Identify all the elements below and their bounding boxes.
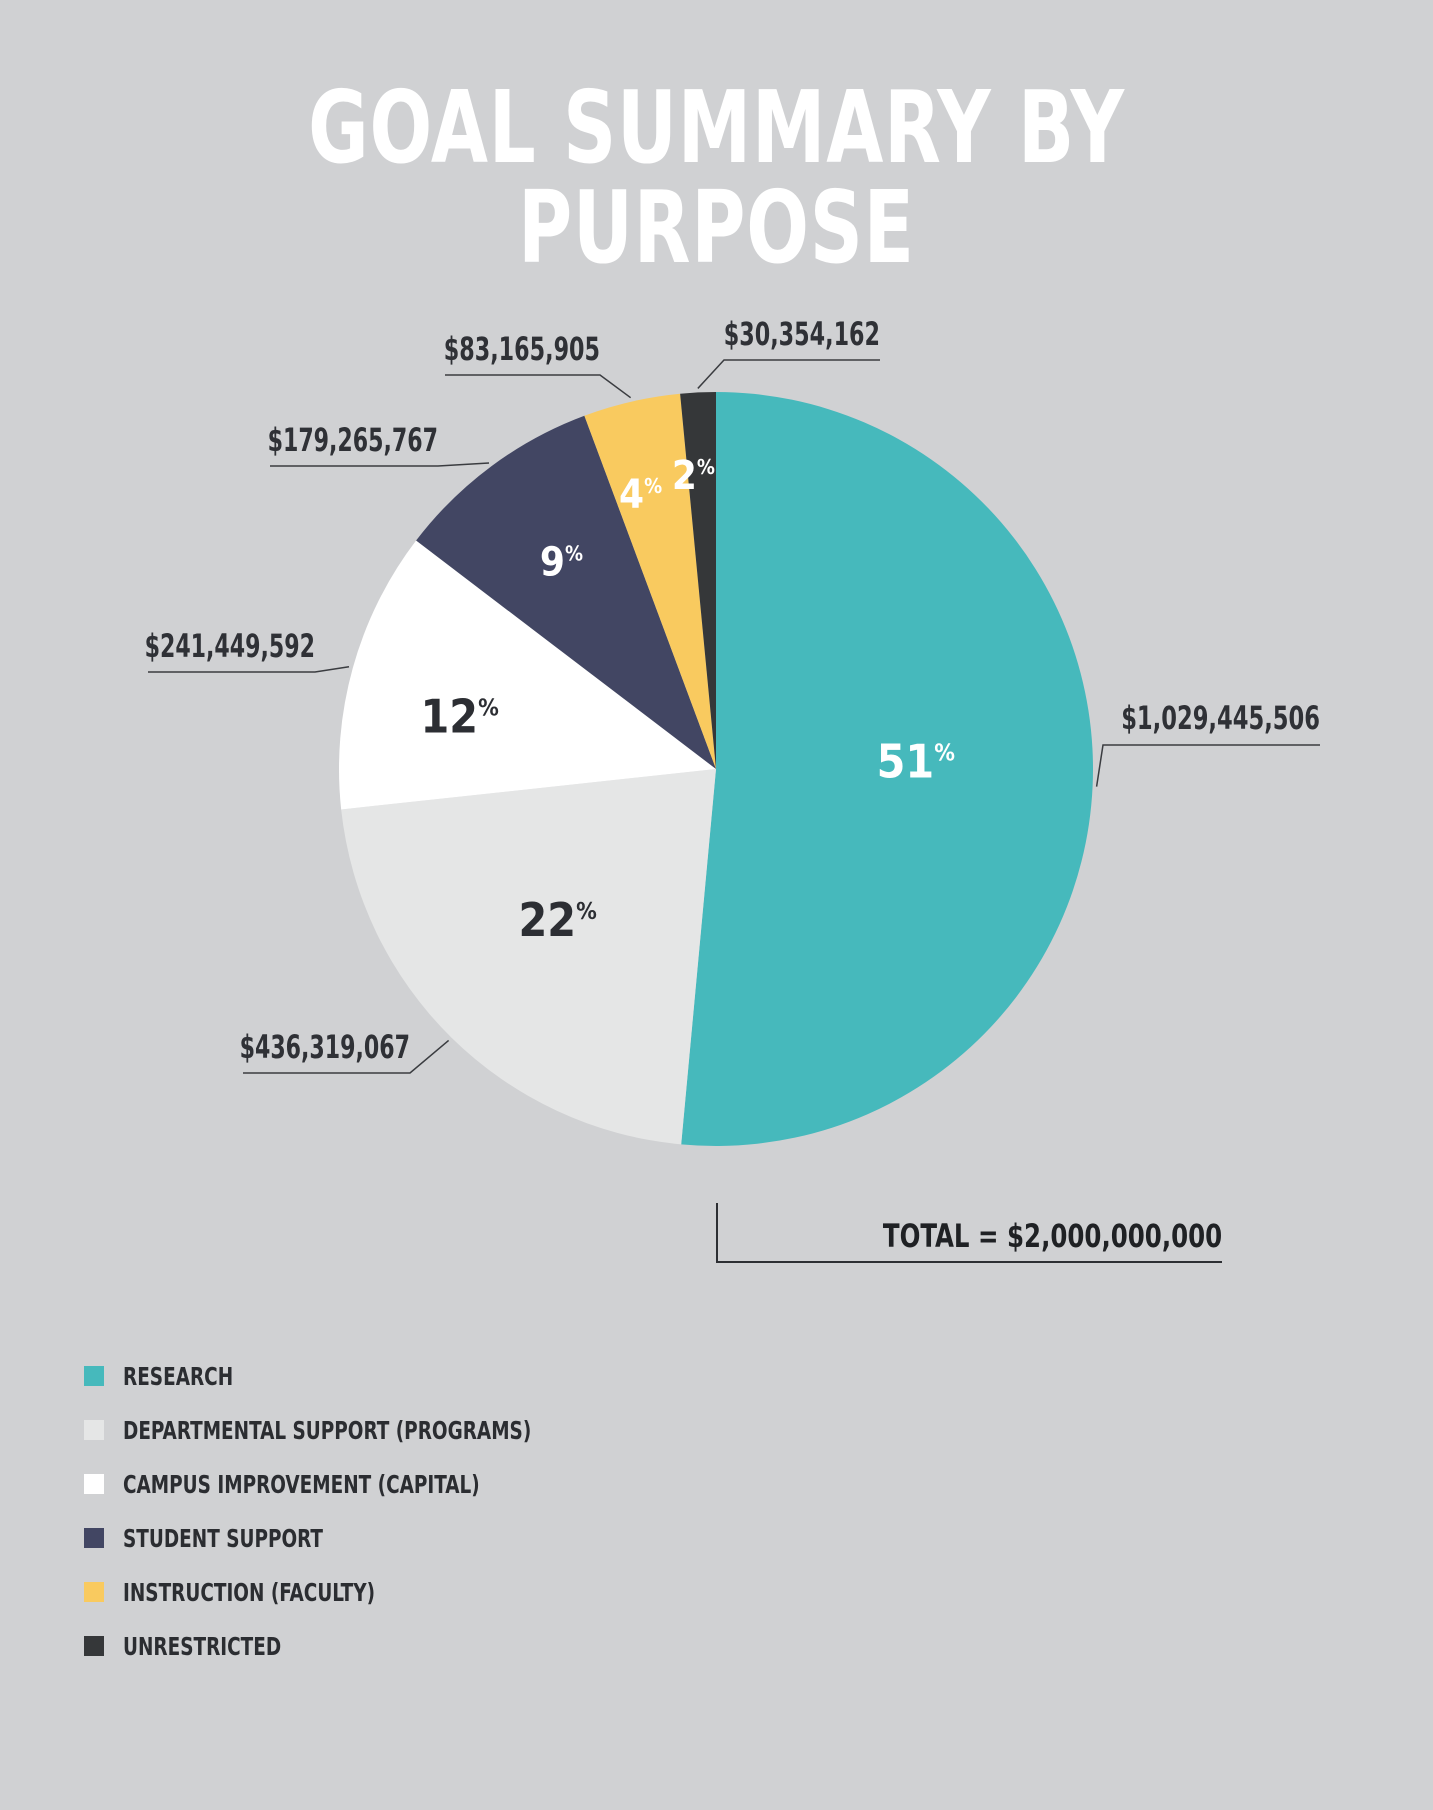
pie-slice-unrestricted xyxy=(680,392,716,769)
legend-label: UNRESTRICTED xyxy=(123,1632,282,1661)
total-label: TOTAL = $2,000,000,000 xyxy=(882,1217,1222,1255)
legend-label: INSTRUCTION (FACULTY) xyxy=(123,1578,376,1607)
legend-swatch xyxy=(84,1636,104,1656)
leader-line xyxy=(1095,744,1320,787)
amount-label: $30,354,162 xyxy=(724,315,880,353)
percent-label: 51% xyxy=(877,735,956,789)
leader-line xyxy=(697,359,880,389)
leader-line xyxy=(270,462,490,467)
pie-chart: $1,029,445,506 51% $436,319,067 22% $241,449… xyxy=(145,315,1320,1147)
percent-label: 2% xyxy=(672,453,715,499)
legend-swatch xyxy=(84,1420,104,1440)
legend-swatch xyxy=(84,1366,104,1386)
legend-swatch xyxy=(84,1474,104,1494)
chart-title: GOAL SUMMARY BY PURPOSE xyxy=(308,69,1125,286)
percent-label: 4% xyxy=(619,472,662,518)
amount-label: $436,319,067 xyxy=(240,1028,410,1066)
amount-label: $83,165,905 xyxy=(444,330,600,368)
legend-label: STUDENT SUPPORT xyxy=(123,1524,324,1553)
legend-swatch xyxy=(84,1528,104,1548)
percent-label: 12% xyxy=(420,689,499,743)
pie-slice-research xyxy=(681,392,1094,1147)
legend-label: RESEARCH xyxy=(123,1362,234,1391)
pie-slice-student-support xyxy=(416,415,716,769)
pie-slice-departmental-support-programs xyxy=(341,769,716,1145)
total-callout: TOTAL = $2,000,000,000 xyxy=(716,1203,1222,1263)
legend-label: DEPARTMENTAL SUPPORT (PROGRAMS) xyxy=(123,1416,532,1445)
legend-swatch xyxy=(84,1582,104,1602)
percent-label: 9% xyxy=(540,540,583,586)
amount-label: $179,265,767 xyxy=(268,421,438,459)
amount-label: $1,029,445,506 xyxy=(1121,699,1320,737)
pie-slice-campus-improvement-capital xyxy=(339,540,716,810)
amount-label: $241,449,592 xyxy=(145,627,315,665)
leader-line xyxy=(148,666,350,673)
legend-label: CAMPUS IMPROVEMENT (CAPITAL) xyxy=(123,1470,480,1499)
leader-line xyxy=(445,374,632,399)
percent-label: 22% xyxy=(518,893,597,947)
leader-line xyxy=(243,1039,450,1074)
pie-slice-instruction-faculty xyxy=(584,393,716,769)
